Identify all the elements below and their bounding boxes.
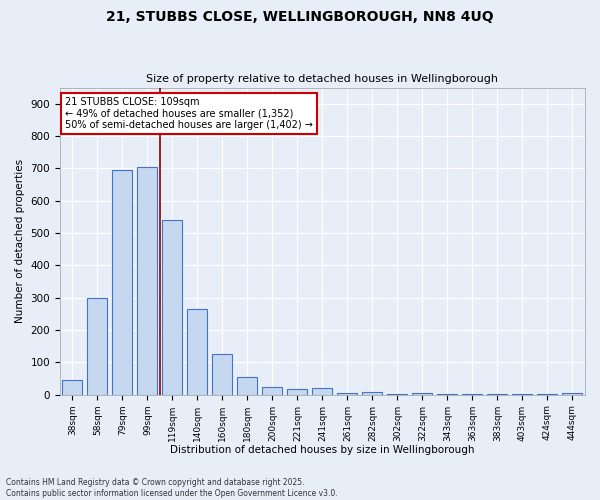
Bar xyxy=(562,393,583,394)
Bar xyxy=(137,167,157,394)
Bar xyxy=(163,220,182,394)
Bar xyxy=(337,393,358,394)
Bar xyxy=(238,377,257,394)
Bar xyxy=(62,380,82,394)
Bar xyxy=(212,354,232,395)
Bar xyxy=(112,170,133,394)
Bar xyxy=(88,298,107,394)
Bar xyxy=(287,389,307,394)
Bar xyxy=(262,386,283,394)
Text: 21, STUBBS CLOSE, WELLINGBOROUGH, NN8 4UQ: 21, STUBBS CLOSE, WELLINGBOROUGH, NN8 4U… xyxy=(106,10,494,24)
Bar xyxy=(362,392,382,394)
Text: 21 STUBBS CLOSE: 109sqm
← 49% of detached houses are smaller (1,352)
50% of semi: 21 STUBBS CLOSE: 109sqm ← 49% of detache… xyxy=(65,97,313,130)
Text: Contains HM Land Registry data © Crown copyright and database right 2025.
Contai: Contains HM Land Registry data © Crown c… xyxy=(6,478,338,498)
X-axis label: Distribution of detached houses by size in Wellingborough: Distribution of detached houses by size … xyxy=(170,445,475,455)
Bar xyxy=(313,388,332,394)
Bar xyxy=(412,393,433,394)
Title: Size of property relative to detached houses in Wellingborough: Size of property relative to detached ho… xyxy=(146,74,499,84)
Y-axis label: Number of detached properties: Number of detached properties xyxy=(15,159,25,323)
Bar xyxy=(187,309,208,394)
